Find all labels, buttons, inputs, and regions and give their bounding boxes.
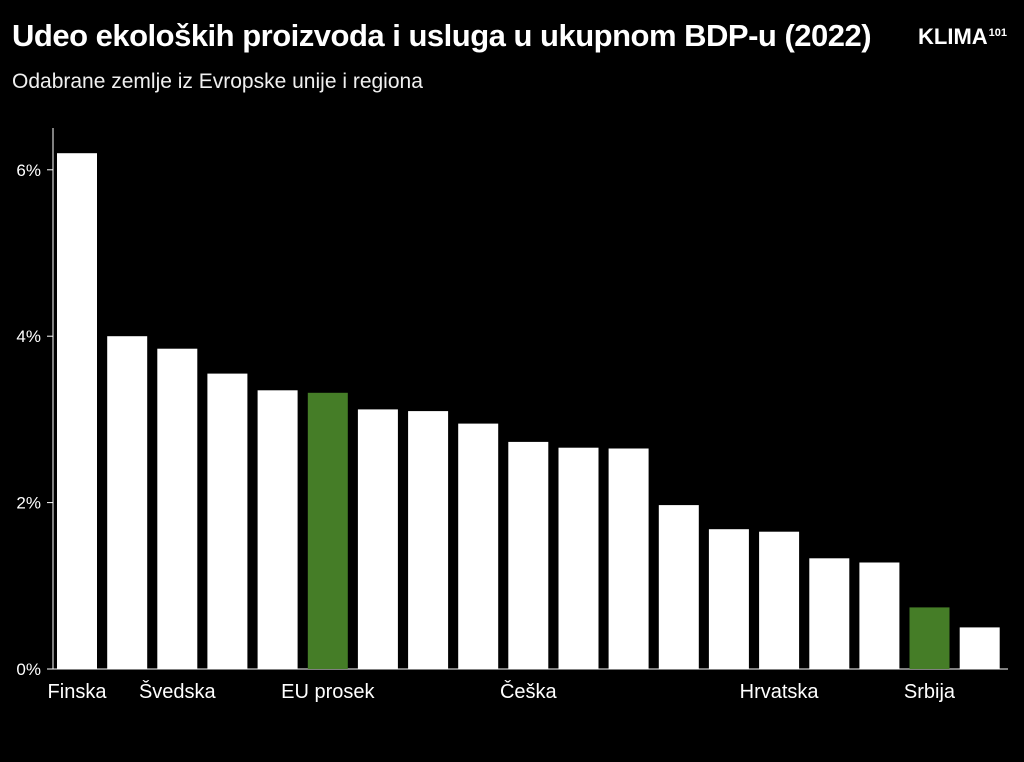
x-category-label: EU prosek [281, 681, 375, 703]
y-tick-label: 0% [16, 660, 41, 679]
x-category-label: Srbija [904, 681, 956, 703]
bar [859, 562, 900, 669]
bar [708, 529, 749, 669]
bar [458, 423, 499, 669]
chart-title: Udeo ekoloških proizvoda i usluga u ukup… [12, 18, 872, 53]
bar [57, 153, 97, 669]
bar [508, 441, 549, 669]
bar [207, 373, 248, 669]
y-tick-label: 6% [16, 161, 41, 180]
bar [357, 409, 398, 669]
bar [658, 505, 699, 669]
chart-subtitle: Odabrane zemlje iz Evropske unije i regi… [12, 70, 423, 93]
bar-highlight [909, 607, 950, 669]
bar [759, 531, 800, 669]
bar [408, 411, 449, 669]
bar [809, 558, 850, 669]
klima101-logo: KLIMA101 [918, 24, 1007, 50]
logo-sup: 101 [988, 26, 1008, 39]
y-tick-label: 2% [16, 494, 41, 513]
bar [107, 336, 148, 669]
bar [959, 627, 1000, 669]
bar-highlight [307, 392, 348, 669]
y-tick-label: 4% [16, 327, 41, 346]
logo-text: KLIMA [918, 24, 988, 49]
bar [558, 447, 599, 669]
x-category-label: Češka [500, 680, 558, 703]
bar [608, 448, 649, 669]
x-category-label: Švedska [139, 680, 217, 703]
x-category-label: Hrvatska [740, 681, 820, 703]
bar [257, 390, 298, 669]
x-category-label: Finska [48, 681, 108, 703]
chart-bars [57, 153, 1000, 669]
chart-category-labels: Finska Švedska EU prosek Češka Hrvatska Srbij… [48, 680, 956, 703]
bar [157, 348, 198, 669]
